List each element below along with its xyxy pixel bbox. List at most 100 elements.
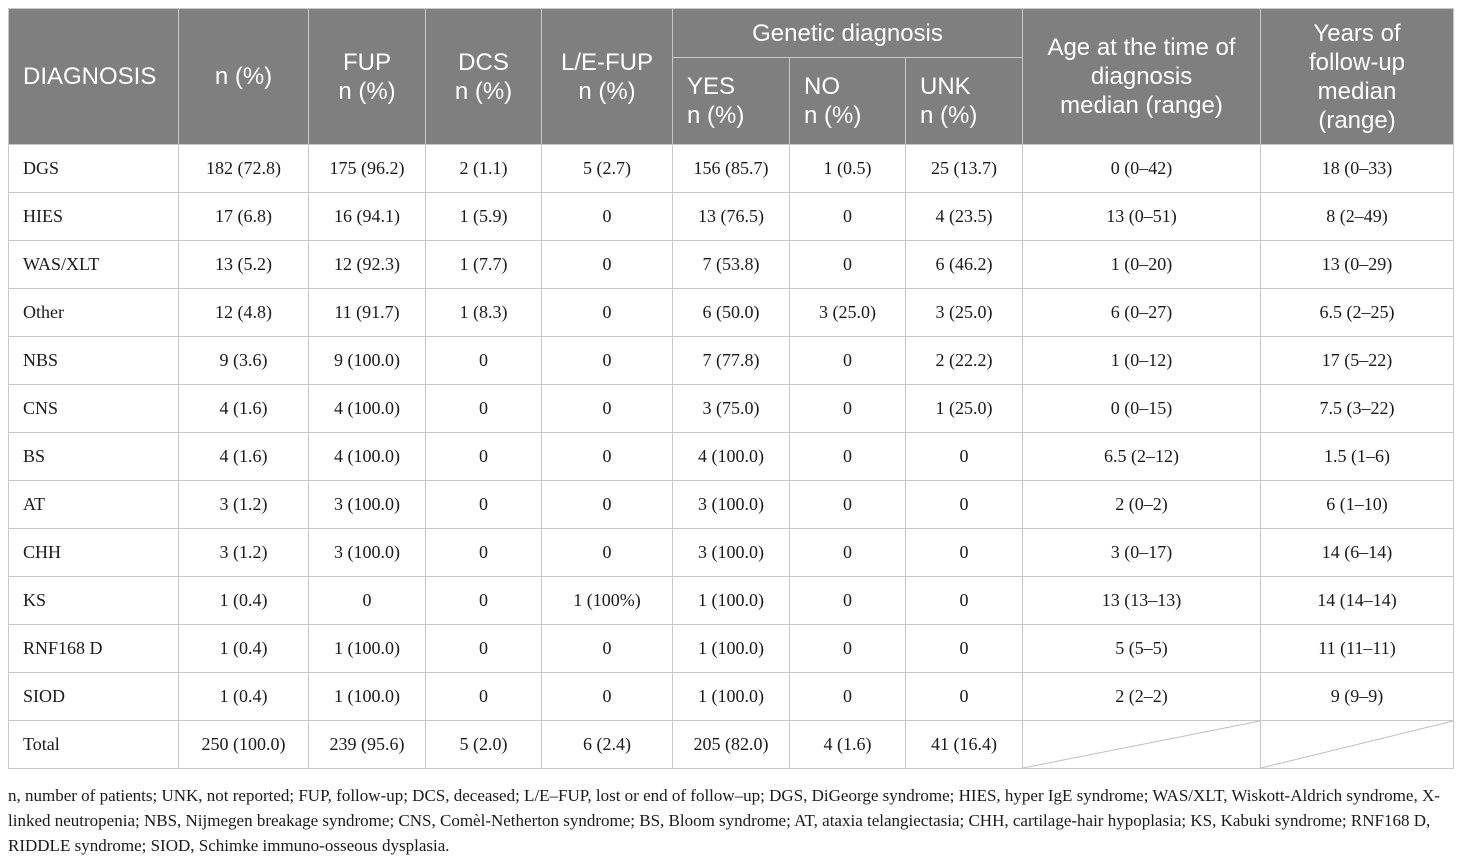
- cell-fup: 1 (100.0): [308, 624, 426, 673]
- cell-le-fup: 0: [541, 528, 673, 577]
- diagnosis-table: DIAGNOSIS n (%) FUP n (%) DCS n (%) L/E-…: [8, 8, 1455, 769]
- cell-le-fup: 0: [541, 192, 673, 241]
- cell-diagnosis: Total: [8, 720, 179, 769]
- cell-fup: 9 (100.0): [308, 336, 426, 385]
- cell-years-median: 14 (14–14): [1260, 576, 1455, 625]
- cell-fup: 4 (100.0): [308, 432, 426, 481]
- cell-le-fup: 6 (2.4): [541, 720, 673, 769]
- cell-age-median: 3 (0–17): [1022, 528, 1262, 577]
- cell-genetic-yes: 3 (100.0): [672, 480, 790, 529]
- cell-age-median: 6.5 (2–12): [1022, 432, 1262, 481]
- cell-genetic-unk: 0: [904, 576, 1024, 625]
- cell-genetic-yes: 6 (50.0): [672, 288, 790, 337]
- cell-dcs: 1 (8.3): [425, 288, 542, 337]
- header-dcs-line2: n (%): [454, 77, 513, 105]
- cell-diagnosis: RNF168 D: [8, 624, 179, 673]
- table-body: DGS 182 (72.8) 175 (96.2) 2 (1.1) 5 (2.7) 156…: [8, 144, 1455, 769]
- cell-age-median: 1 (0–20): [1022, 240, 1262, 289]
- cell-dcs: 1 (7.7): [425, 240, 542, 289]
- cell-diagnosis: CHH: [8, 528, 179, 577]
- table-row: BS 4 (1.6) 4 (100.0) 0 0 4 (100.0) 0 0 6.5 (2–12…: [8, 432, 1455, 481]
- table-row: WAS/XLT 13 (5.2) 12 (92.3) 1 (7.7) 0 7 (53.8)…: [8, 240, 1455, 289]
- cell-n-pct: 12 (4.8): [178, 288, 309, 337]
- cell-diagnosis: WAS/XLT: [8, 240, 179, 289]
- table-row: KS 1 (0.4) 0 0 1 (100%) 1 (100.0) 0 0 13 (13–13)…: [8, 576, 1455, 625]
- header-no: NO n (%): [789, 57, 906, 145]
- cell-years-median: 11 (11–11): [1260, 624, 1455, 673]
- cell-genetic-yes: 4 (100.0): [672, 432, 790, 481]
- header-unk: UNK n (%): [904, 57, 1024, 145]
- cell-n-pct: 17 (6.8): [178, 192, 309, 241]
- cell-years-median: 6 (1–10): [1260, 480, 1455, 529]
- cell-le-fup: 0: [541, 240, 673, 289]
- cell-fup: 0: [308, 576, 426, 625]
- cell-years-median: 6.5 (2–25): [1260, 288, 1455, 337]
- cell-n-pct: 4 (1.6): [178, 384, 309, 433]
- cell-genetic-yes: 1 (100.0): [672, 624, 790, 673]
- cell-age-median: 2 (0–2): [1022, 480, 1262, 529]
- cell-genetic-unk: 6 (46.2): [904, 240, 1024, 289]
- cell-diagnosis: BS: [8, 432, 179, 481]
- cell-age-median: 13 (0–51): [1022, 192, 1262, 241]
- header-age: Age at the time of diagnosis median (ran…: [1022, 8, 1262, 145]
- cell-age-median: 1 (0–12): [1022, 336, 1262, 385]
- cell-genetic-no: 0: [789, 384, 906, 433]
- cell-genetic-unk: 0: [904, 432, 1024, 481]
- header-years: Years of follow-up median (range): [1260, 8, 1455, 145]
- header-years-line4: (range): [1318, 106, 1396, 134]
- cell-genetic-no: 0: [789, 240, 906, 289]
- cell-genetic-unk: 0: [904, 480, 1024, 529]
- header-unk-line1: UNK: [920, 73, 971, 100]
- cell-diagnosis: KS: [8, 576, 179, 625]
- header-le-fup-line1: L/E-FUP: [560, 48, 653, 76]
- cell-years-median: 1.5 (1–6): [1260, 432, 1455, 481]
- cell-le-fup: 0: [541, 480, 673, 529]
- header-le-fup: L/E-FUP n (%): [541, 8, 673, 145]
- cell-le-fup: 0: [541, 288, 673, 337]
- cell-genetic-no: 0: [789, 528, 906, 577]
- cell-diagnosis: Other: [8, 288, 179, 337]
- cell-fup: 3 (100.0): [308, 528, 426, 577]
- table-row: SIOD 1 (0.4) 1 (100.0) 0 0 1 (100.0) 0 0 2 (2–2)…: [8, 672, 1455, 721]
- cell-genetic-yes: 1 (100.0): [672, 576, 790, 625]
- cell-genetic-yes: 1 (100.0): [672, 672, 790, 721]
- cell-n-pct: 13 (5.2): [178, 240, 309, 289]
- cell-years-median: 9 (9–9): [1260, 672, 1455, 721]
- cell-le-fup: 5 (2.7): [541, 144, 673, 193]
- cell-age-median: 0 (0–42): [1022, 144, 1262, 193]
- cell-years-median: 7.5 (3–22): [1260, 384, 1455, 433]
- table-row: HIES 17 (6.8) 16 (94.1) 1 (5.9) 0 13 (76.5) 0 4…: [8, 192, 1455, 241]
- cell-genetic-yes: 205 (82.0): [672, 720, 790, 769]
- cell-years-median: 13 (0–29): [1260, 240, 1455, 289]
- cell-years-median: 14 (6–14): [1260, 528, 1455, 577]
- cell-years-median: 17 (5–22): [1260, 336, 1455, 385]
- cell-dcs: 5 (2.0): [425, 720, 542, 769]
- table-row: CNS 4 (1.6) 4 (100.0) 0 0 3 (75.0) 0 1 (25.0) 0 …: [8, 384, 1455, 433]
- cell-dcs: 0: [425, 672, 542, 721]
- cell-n-pct: 250 (100.0): [178, 720, 309, 769]
- header-n-pct: n (%): [178, 8, 309, 145]
- cell-dcs: 0: [425, 336, 542, 385]
- header-genetic-diagnosis: Genetic diagnosis: [671, 8, 1024, 58]
- cell-n-pct: 1 (0.4): [178, 576, 309, 625]
- table-row: Other 12 (4.8) 11 (91.7) 1 (8.3) 0 6 (50.0) 3 …: [8, 288, 1455, 337]
- cell-dcs: 0: [425, 480, 542, 529]
- table-row: CHH 3 (1.2) 3 (100.0) 0 0 3 (100.0) 0 0 3 (0–17)…: [8, 528, 1455, 577]
- cell-n-pct: 4 (1.6): [178, 432, 309, 481]
- cell-diagnosis: DGS: [8, 144, 179, 193]
- header-dcs: DCS n (%): [425, 8, 542, 145]
- cell-diagnosis: SIOD: [8, 672, 179, 721]
- cell-diagnosis: HIES: [8, 192, 179, 241]
- table-footnote: n, number of patients; UNK, not reported…: [8, 786, 1440, 855]
- cell-dcs: 1 (5.9): [425, 192, 542, 241]
- header-yes-line2: n (%): [687, 102, 745, 129]
- cell-fup: 16 (94.1): [308, 192, 426, 241]
- cell-fup: 3 (100.0): [308, 480, 426, 529]
- cell-dcs: 0: [425, 624, 542, 673]
- table-row: DGS 182 (72.8) 175 (96.2) 2 (1.1) 5 (2.7) 156…: [8, 144, 1455, 193]
- header-fup-line1: FUP: [343, 48, 391, 76]
- cell-age-median: [1022, 720, 1262, 769]
- header-yes: YES n (%): [672, 57, 790, 145]
- header-yes-line1: YES: [687, 73, 736, 100]
- table-row: Total 250 (100.0) 239 (95.6) 5 (2.0) 6 (2.4)…: [8, 720, 1455, 769]
